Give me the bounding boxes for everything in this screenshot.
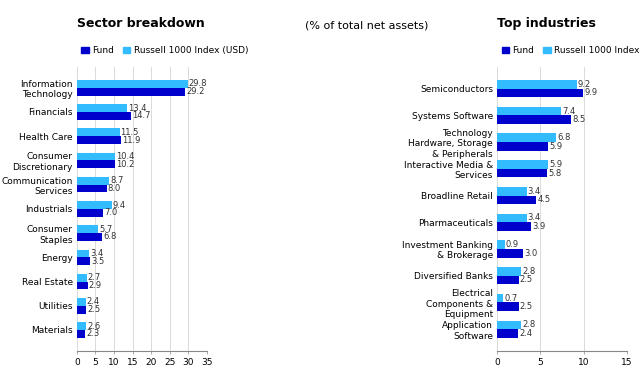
Bar <box>77 88 186 95</box>
Bar <box>497 294 503 303</box>
Text: 29.2: 29.2 <box>186 87 205 96</box>
Bar <box>497 142 548 151</box>
Text: 8.5: 8.5 <box>572 115 585 124</box>
Text: 2.4: 2.4 <box>87 297 100 306</box>
Text: 10.2: 10.2 <box>116 160 134 169</box>
Text: 3.9: 3.9 <box>532 222 545 231</box>
Bar <box>497 107 561 115</box>
Text: 3.4: 3.4 <box>527 187 541 196</box>
Text: 2.4: 2.4 <box>519 329 532 338</box>
Text: 6.8: 6.8 <box>557 133 570 142</box>
Text: 11.9: 11.9 <box>122 136 140 145</box>
Text: Sector breakdown: Sector breakdown <box>77 17 205 30</box>
Text: 2.5: 2.5 <box>520 302 533 311</box>
Text: 2.5: 2.5 <box>87 305 100 314</box>
Bar <box>77 136 121 144</box>
Text: 29.8: 29.8 <box>189 79 207 88</box>
Bar <box>77 282 88 289</box>
Bar <box>497 187 527 195</box>
Text: 13.4: 13.4 <box>127 104 146 113</box>
Bar <box>77 185 106 192</box>
Bar <box>497 321 522 329</box>
Bar <box>77 274 87 282</box>
Bar <box>497 80 577 88</box>
Bar <box>77 128 120 136</box>
Bar <box>77 209 103 217</box>
Text: 5.8: 5.8 <box>548 169 562 178</box>
Bar <box>77 298 86 306</box>
Text: 2.6: 2.6 <box>88 322 100 330</box>
Text: 3.4: 3.4 <box>527 213 541 222</box>
Text: 4.5: 4.5 <box>537 195 550 204</box>
Legend: Fund, Russell 1000 Index (USD): Fund, Russell 1000 Index (USD) <box>81 46 248 55</box>
Bar <box>497 160 548 169</box>
Legend: Fund, Russell 1000 Index (USD): Fund, Russell 1000 Index (USD) <box>502 46 640 55</box>
Bar <box>77 322 86 330</box>
Bar <box>77 104 127 112</box>
Bar <box>77 177 109 185</box>
Bar <box>497 88 583 97</box>
Bar <box>77 80 188 88</box>
Bar <box>77 306 86 314</box>
Text: 2.8: 2.8 <box>522 320 536 329</box>
Text: 8.0: 8.0 <box>108 184 121 193</box>
Bar <box>497 303 519 311</box>
Bar <box>77 112 131 120</box>
Text: 2.5: 2.5 <box>520 276 533 285</box>
Text: 2.3: 2.3 <box>86 329 100 338</box>
Text: 7.4: 7.4 <box>563 107 575 116</box>
Text: 7.0: 7.0 <box>104 208 117 217</box>
Text: 3.0: 3.0 <box>524 249 538 258</box>
Bar <box>77 225 98 233</box>
Text: 11.5: 11.5 <box>120 128 139 137</box>
Text: 14.7: 14.7 <box>132 112 151 120</box>
Bar <box>497 115 571 124</box>
Text: (% of total net assets): (% of total net assets) <box>77 20 428 30</box>
Bar <box>497 267 522 276</box>
Bar <box>497 214 527 222</box>
Text: 10.4: 10.4 <box>116 152 135 161</box>
Text: 6.8: 6.8 <box>103 232 116 241</box>
Text: 2.8: 2.8 <box>522 267 536 276</box>
Text: 5.9: 5.9 <box>549 160 563 169</box>
Text: 5.7: 5.7 <box>99 225 112 234</box>
Bar <box>497 276 519 284</box>
Bar <box>77 330 85 338</box>
Bar <box>497 169 547 177</box>
Text: 3.4: 3.4 <box>90 249 104 258</box>
Text: 2.9: 2.9 <box>88 281 102 290</box>
Bar <box>497 241 505 249</box>
Bar <box>497 195 536 204</box>
Text: 0.7: 0.7 <box>504 294 518 303</box>
Bar <box>77 257 90 265</box>
Bar <box>497 329 518 338</box>
Text: Top industries: Top industries <box>497 17 596 30</box>
Text: (% of total net assets): (% of total net assets) <box>497 20 640 30</box>
Text: 5.9: 5.9 <box>549 142 563 151</box>
Bar <box>497 249 523 257</box>
Bar <box>77 250 90 257</box>
Bar <box>497 222 531 231</box>
Text: 9.2: 9.2 <box>578 80 591 89</box>
Text: 9.4: 9.4 <box>113 201 126 210</box>
Text: 9.9: 9.9 <box>584 88 597 97</box>
Bar <box>77 160 115 168</box>
Bar <box>77 201 112 209</box>
Text: 0.9: 0.9 <box>506 240 519 249</box>
Bar <box>497 134 556 142</box>
Bar <box>77 153 115 160</box>
Text: 3.5: 3.5 <box>91 257 104 266</box>
Text: 8.7: 8.7 <box>110 176 124 185</box>
Text: 2.7: 2.7 <box>88 273 101 282</box>
Bar <box>77 233 102 241</box>
